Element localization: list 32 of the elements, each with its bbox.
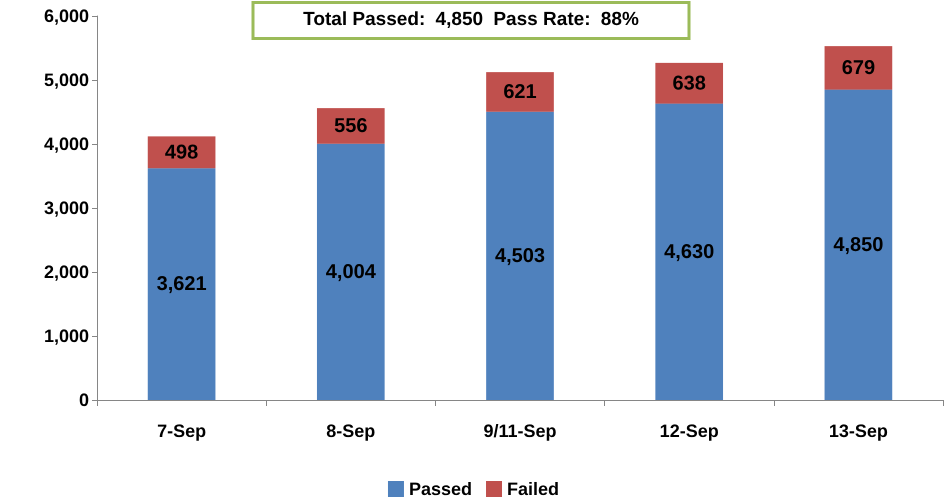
data-label: 556 xyxy=(334,114,368,137)
x-tick-label: 8-Sep xyxy=(326,421,376,441)
bar xyxy=(655,104,724,400)
data-label: 4,630 xyxy=(664,240,714,263)
y-tick-label: 1,000 xyxy=(44,326,89,346)
data-label: 638 xyxy=(672,72,706,94)
bar xyxy=(486,112,554,400)
y-tick-label: 4,000 xyxy=(44,134,89,154)
bar xyxy=(486,72,554,112)
x-tick-label: 7-Sep xyxy=(157,421,206,441)
data-label: 679 xyxy=(842,56,876,79)
x-tick-label: 9/11-Sep xyxy=(483,421,557,441)
legend-label: Passed xyxy=(408,479,472,499)
data-label: 3,621 xyxy=(156,273,207,296)
data-label: 498 xyxy=(164,141,198,164)
data-label: 4,850 xyxy=(833,234,884,256)
y-tick-label: 5,000 xyxy=(44,70,89,90)
data-label: 4,004 xyxy=(326,260,377,283)
x-tick-label: 13-Sep xyxy=(828,421,888,441)
bar xyxy=(824,46,892,90)
data-label: 4,503 xyxy=(494,244,546,267)
y-tick-label: 0 xyxy=(78,390,89,410)
y-tick-label: 2,000 xyxy=(44,262,89,282)
bar xyxy=(316,144,385,400)
x-tick-label: 12-Sep xyxy=(660,421,719,441)
y-tick-label: 3,000 xyxy=(44,198,89,218)
annotation: Total Passed: 4,850 Pass Rate: 88% xyxy=(303,9,639,30)
bar xyxy=(824,90,892,400)
data-label: 621 xyxy=(503,80,537,103)
y-tick-label: 6,000 xyxy=(44,6,89,26)
legend-label: Failed xyxy=(507,479,560,499)
bar xyxy=(148,168,216,400)
